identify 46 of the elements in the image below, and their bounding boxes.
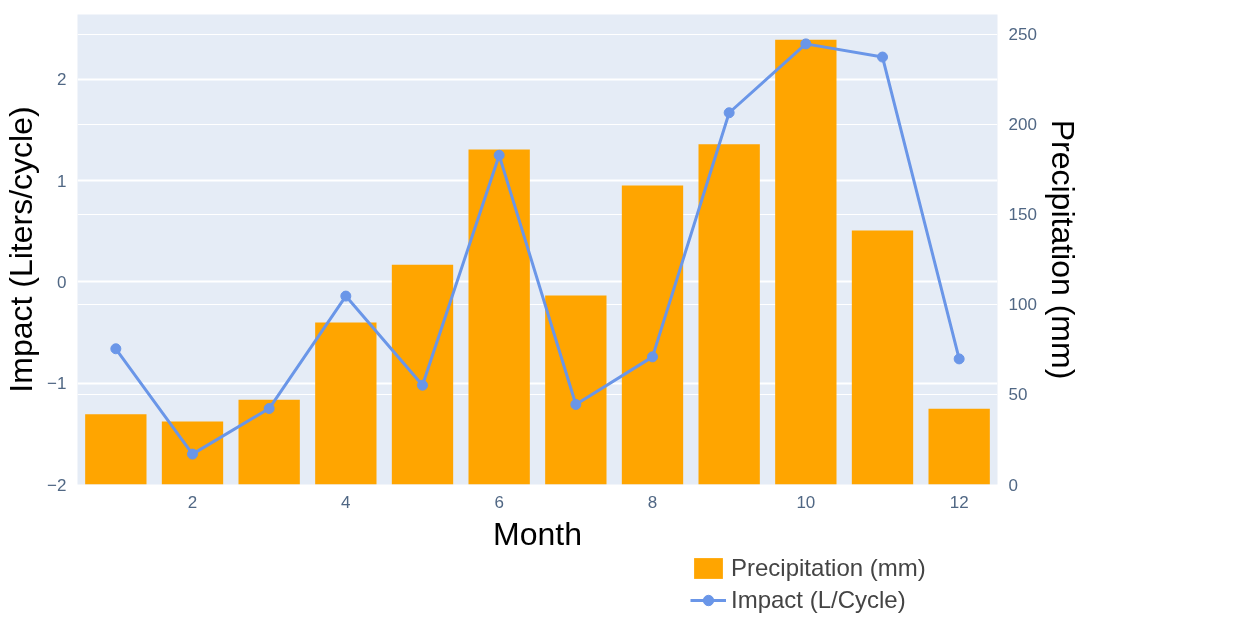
y2-tick-label: 50 [1008,385,1028,405]
bar [775,39,837,485]
x-axis-title: Month [493,515,582,552]
legend-label: Precipitation (mm) [731,554,926,582]
y-tick-label: 0 [57,272,67,292]
bar [851,230,914,485]
bar [85,414,147,485]
x-tick-label: 2 [187,492,198,512]
point [417,379,428,391]
x-tick-label: 4 [341,492,351,512]
y-axis-title: Impact (Liters/cycle) [3,106,40,393]
point [877,51,888,63]
point [647,351,658,363]
point [110,343,122,355]
point [953,353,965,365]
bar [545,295,607,485]
y2-tick-label: 200 [1008,115,1037,135]
bar [238,399,300,485]
bar [621,185,684,485]
point [723,107,735,119]
point [340,290,352,302]
y-tick-label: −1 [47,374,67,394]
bar [698,144,760,485]
legend-label: Impact (L/Cycle) [731,586,906,614]
point [493,149,505,161]
y-tick-label: −2 [47,475,67,495]
point [800,38,812,50]
y2-tick-label: 100 [1008,295,1037,315]
x-tick-label: 12 [949,492,969,512]
x-tick-label: 10 [796,492,816,512]
point [570,398,582,410]
point [263,403,275,415]
y-tick-label: 2 [57,70,67,90]
bar [391,264,454,485]
y2-axis-title: Precipitation (mm) [1044,119,1081,380]
point [187,448,198,460]
bar [928,408,990,485]
y-tick-label: 1 [57,171,67,191]
y2-tick-label: 150 [1008,205,1037,225]
bar [315,322,377,485]
bar [161,421,224,485]
x-tick-label: 6 [494,492,504,512]
y2-tick-label: 0 [1008,475,1018,495]
x-tick-label: 8 [647,492,658,512]
bar [468,149,530,485]
y2-tick-label: 250 [1008,25,1037,45]
